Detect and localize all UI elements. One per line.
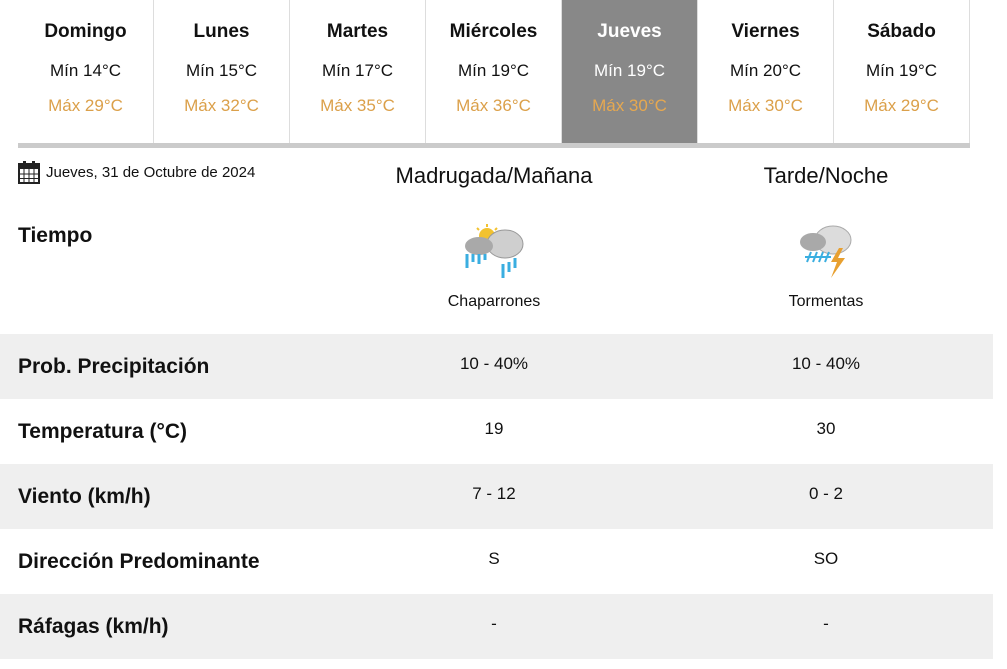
selected-date: Jueves, 31 de Octubre de 2024 [18,160,255,184]
max-temp: Máx 36°C [456,96,531,115]
value-morning: 19 [484,419,504,438]
tab-jueves[interactable]: Jueves Mín 19°C Máx 30°C [562,0,698,143]
day-name: Domingo [44,21,127,42]
row-label: Prob. Precipitación [18,354,210,378]
row-wind: Viento (km/h) 7 - 12 0 - 2 [0,464,993,529]
min-temp: Mín 19°C [865,61,938,80]
max-temp: Máx 29°C [48,96,123,115]
day-tabs: Domingo Mín 14°C Máx 29°C Lunes Mín 15°C Máx… [18,0,970,148]
tab-lunes[interactable]: Lunes Mín 15°C Máx 32°C [154,0,290,143]
row-label: Tiempo [18,224,93,247]
min-temp: Mín 15°C [185,61,258,80]
weather-text: Tormentas [788,293,864,310]
row-label: Viento (km/h) [18,484,151,508]
min-temp: Mín 20°C [729,61,802,80]
value-morning: - [491,614,497,633]
row-direction: Dirección Predominante S SO [0,529,993,594]
weather-evening: Tormentas [676,222,976,311]
row-gusts: Ráfagas (km/h) - - [0,594,993,659]
row-precipitation: Prob. Precipitación 10 - 40% 10 - 40% [0,334,993,399]
day-name: Lunes [193,21,250,42]
value-evening: - [823,614,829,633]
min-temp: Mín 14°C [49,61,122,80]
row-label: Dirección Predominante [18,549,260,573]
value-evening: 0 - 2 [808,484,844,503]
tab-martes[interactable]: Martes Mín 17°C Máx 35°C [290,0,426,143]
value-morning: 7 - 12 [472,484,516,503]
max-temp: Máx 30°C [728,96,803,115]
max-temp: Máx 30°C [592,96,667,115]
calendar-icon [18,161,40,184]
row-label: Ráfagas (km/h) [18,614,169,638]
sun-cloud-rain-icon [465,224,524,278]
max-temp: Máx 29°C [864,96,939,115]
column-header-evening: Tarde/Noche [763,163,889,188]
max-temp: Máx 32°C [184,96,259,115]
tab-viernes[interactable]: Viernes Mín 20°C Máx 30°C [698,0,834,143]
max-temp: Máx 35°C [320,96,395,115]
weather-morning: Chaparrones [344,222,644,311]
weather-row: Tiempo [0,202,993,334]
tab-miercoles[interactable]: Miércoles Mín 19°C Máx 36°C [426,0,562,143]
min-temp: Mín 19°C [593,61,666,80]
weather-text: Chaparrones [447,293,541,310]
column-header-morning: Madrugada/Mañana [395,163,593,188]
day-name: Miércoles [449,21,538,42]
day-name: Jueves [597,21,662,42]
tab-domingo[interactable]: Domingo Mín 14°C Máx 29°C [18,0,154,143]
min-temp: Mín 19°C [457,61,530,80]
value-evening: SO [813,549,839,568]
min-temp: Mín 17°C [321,61,394,80]
day-name: Sábado [867,21,936,42]
cloud-storm-icon [800,225,852,278]
day-name: Viernes [731,21,800,42]
value-evening: 10 - 40% [791,354,861,373]
row-temperature: Temperatura (°C) 19 30 [0,399,993,464]
date-text: Jueves, 31 de Octubre de 2024 [46,163,256,181]
tab-sabado[interactable]: Sábado Mín 19°C Máx 29°C [834,0,970,143]
row-label: Temperatura (°C) [18,419,188,443]
value-evening: 30 [816,419,836,438]
day-name: Martes [326,21,389,42]
value-morning: 10 - 40% [459,354,529,373]
value-morning: S [488,549,500,568]
